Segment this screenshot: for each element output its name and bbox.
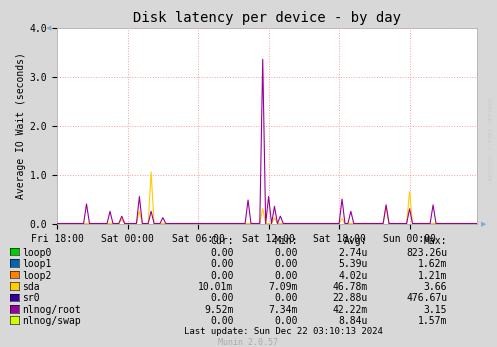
- Text: 22.88u: 22.88u: [332, 294, 368, 303]
- Text: 7.09m: 7.09m: [269, 282, 298, 292]
- Text: 0.00: 0.00: [275, 259, 298, 269]
- Text: 2.74u: 2.74u: [338, 248, 368, 257]
- Text: 823.26u: 823.26u: [406, 248, 447, 257]
- Text: 4.02u: 4.02u: [338, 271, 368, 280]
- Text: nlnog/root: nlnog/root: [22, 305, 81, 315]
- Text: 1.21m: 1.21m: [418, 271, 447, 280]
- Text: 0.00: 0.00: [275, 294, 298, 303]
- Text: 46.78m: 46.78m: [332, 282, 368, 292]
- Text: sr0: sr0: [22, 294, 40, 303]
- Text: 0.00: 0.00: [275, 316, 298, 326]
- Text: ▶: ▶: [481, 221, 487, 227]
- Text: Avg:: Avg:: [344, 236, 368, 246]
- Text: 10.01m: 10.01m: [198, 282, 234, 292]
- Text: 3.66: 3.66: [424, 282, 447, 292]
- Text: Cur:: Cur:: [210, 236, 234, 246]
- Text: 0.00: 0.00: [210, 294, 234, 303]
- Text: 476.67u: 476.67u: [406, 294, 447, 303]
- Text: 42.22m: 42.22m: [332, 305, 368, 315]
- Text: 0.00: 0.00: [275, 248, 298, 257]
- Text: 8.84u: 8.84u: [338, 316, 368, 326]
- Text: loop0: loop0: [22, 248, 52, 257]
- Text: Max:: Max:: [424, 236, 447, 246]
- Text: loop2: loop2: [22, 271, 52, 280]
- Text: 1.62m: 1.62m: [418, 259, 447, 269]
- Text: 0.00: 0.00: [275, 271, 298, 280]
- Text: 0.00: 0.00: [210, 248, 234, 257]
- Y-axis label: Average IO Wait (seconds): Average IO Wait (seconds): [15, 52, 26, 199]
- Text: ◀: ◀: [46, 25, 52, 31]
- Text: nlnog/swap: nlnog/swap: [22, 316, 81, 326]
- Text: 0.00: 0.00: [210, 316, 234, 326]
- Text: 5.39u: 5.39u: [338, 259, 368, 269]
- Text: Munin 2.0.57: Munin 2.0.57: [219, 338, 278, 347]
- Text: Min:: Min:: [275, 236, 298, 246]
- Text: 3.15: 3.15: [424, 305, 447, 315]
- Text: 0.00: 0.00: [210, 259, 234, 269]
- Text: loop1: loop1: [22, 259, 52, 269]
- Title: Disk latency per device - by day: Disk latency per device - by day: [133, 11, 401, 25]
- Text: RRDTOOL / TOBI OETIKER: RRDTOOL / TOBI OETIKER: [488, 98, 493, 180]
- Text: 1.57m: 1.57m: [418, 316, 447, 326]
- Text: Last update: Sun Dec 22 03:10:13 2024: Last update: Sun Dec 22 03:10:13 2024: [184, 327, 383, 336]
- Text: 0.00: 0.00: [210, 271, 234, 280]
- Text: 9.52m: 9.52m: [204, 305, 234, 315]
- Text: sda: sda: [22, 282, 40, 292]
- Text: 7.34m: 7.34m: [269, 305, 298, 315]
